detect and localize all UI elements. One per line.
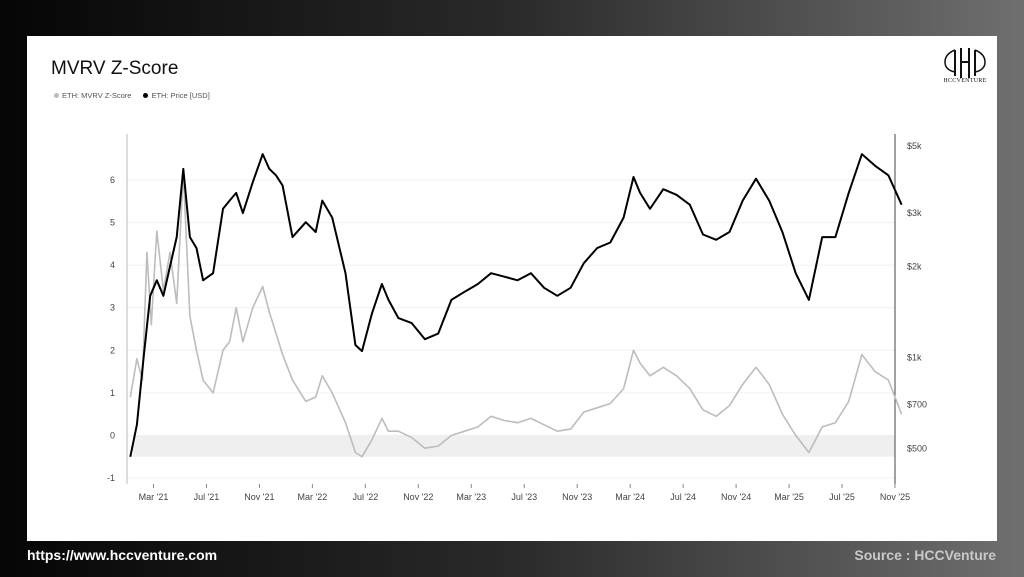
x-tick-label: Jul '24 xyxy=(670,492,696,502)
x-tick-label: Mar '25 xyxy=(774,492,804,502)
chart-plot: 6 5 4 3 2 1 0 -1 $5k $3k $2k $1k $700 $500 Mar '21 Jul … xyxy=(107,134,927,502)
legend-marker-price xyxy=(143,93,149,98)
y-left-tick-label: 2 xyxy=(110,345,115,355)
series-line-price xyxy=(129,153,903,458)
y-right-tick-label: $5k xyxy=(907,141,922,151)
zero-band xyxy=(133,435,895,457)
footer-source: Source : HCCVenture xyxy=(854,547,996,563)
x-tick-label: Nov '24 xyxy=(721,492,751,502)
x-tick-label: Jul '22 xyxy=(352,492,378,502)
chart-legend: ETH: MVRV Z-Score ETH: Price [USD] xyxy=(54,91,210,100)
x-tick-label: Nov '22 xyxy=(403,492,433,502)
hccventure-logo-icon xyxy=(944,48,986,78)
y-right-tick-label: $3k xyxy=(907,208,922,218)
y-right-tick-label: $500 xyxy=(907,444,927,454)
legend-label-zscore: ETH: MVRV Z-Score xyxy=(62,91,132,100)
legend-marker-zscore xyxy=(54,93,59,98)
chart-card: MVRV Z-Score ETH: MVRV Z-Score ETH: Pric… xyxy=(27,36,997,541)
legend-item-price[interactable]: ETH: Price [USD] xyxy=(143,91,210,100)
series-line-zscore xyxy=(129,170,903,458)
x-tick-label: Mar '23 xyxy=(456,492,486,502)
y-left-tick-label: 3 xyxy=(110,303,115,313)
y-left-tick-label: 6 xyxy=(110,175,115,185)
y-left-tick-label: 5 xyxy=(110,218,115,228)
x-tick-label: Mar '24 xyxy=(615,492,645,502)
x-tick-label: Jul '25 xyxy=(829,492,855,502)
x-tick-label: Mar '21 xyxy=(139,492,169,502)
x-tick-label: Nov '23 xyxy=(562,492,592,502)
y-left-tick-label: 1 xyxy=(110,388,115,398)
y-right-tick-label: $1k xyxy=(907,353,922,363)
y-left-tick-label: -1 xyxy=(107,473,115,483)
x-tick-label: Nov '25 xyxy=(880,492,910,502)
x-tick-label: Jul '23 xyxy=(511,492,537,502)
chart-title: MVRV Z-Score xyxy=(51,58,179,79)
y-right-tick-label: $2k xyxy=(907,261,922,271)
logo-text: HCCVENTURE xyxy=(943,78,987,84)
x-tick-label: Nov '21 xyxy=(244,492,274,502)
y-right-tick-label: $700 xyxy=(907,399,927,409)
footer-url-link[interactable]: https://www.hccventure.com xyxy=(27,547,218,563)
y-left-tick-label: 4 xyxy=(110,260,115,270)
y-left-tick-label: 0 xyxy=(110,430,115,440)
legend-label-price: ETH: Price [USD] xyxy=(151,91,210,100)
x-tick-label: Mar '22 xyxy=(298,492,328,502)
x-tick-label: Jul '21 xyxy=(194,492,220,502)
legend-item-zscore[interactable]: ETH: MVRV Z-Score xyxy=(54,91,131,100)
